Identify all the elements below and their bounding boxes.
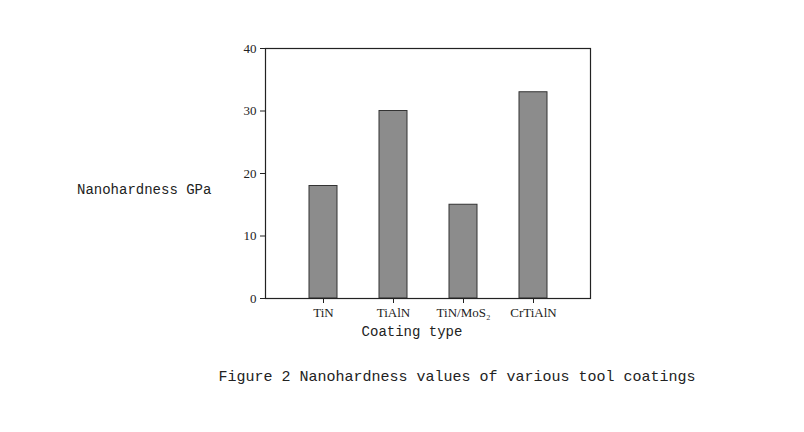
svg-text:TiN/MoS₂: TiN/MoS₂ xyxy=(437,305,491,320)
svg-text:10: 10 xyxy=(244,228,257,243)
svg-text:20: 20 xyxy=(244,166,257,181)
svg-text:40: 40 xyxy=(244,41,257,56)
html-text:Nanohardness GPa: Nanohardness GPa xyxy=(77,182,212,198)
svg-text:CrTiAlN: CrTiAlN xyxy=(510,305,557,320)
svg-text:TiN: TiN xyxy=(313,305,334,320)
svg-text:TiAlN: TiAlN xyxy=(377,305,411,320)
html-text:Figure 2 Nanohardness values o: Figure 2 Nanohardness values of various … xyxy=(218,369,696,386)
svg-text:30: 30 xyxy=(244,103,257,118)
html-text:Coating type: Coating type xyxy=(361,324,463,340)
svg-text:0: 0 xyxy=(250,291,257,306)
